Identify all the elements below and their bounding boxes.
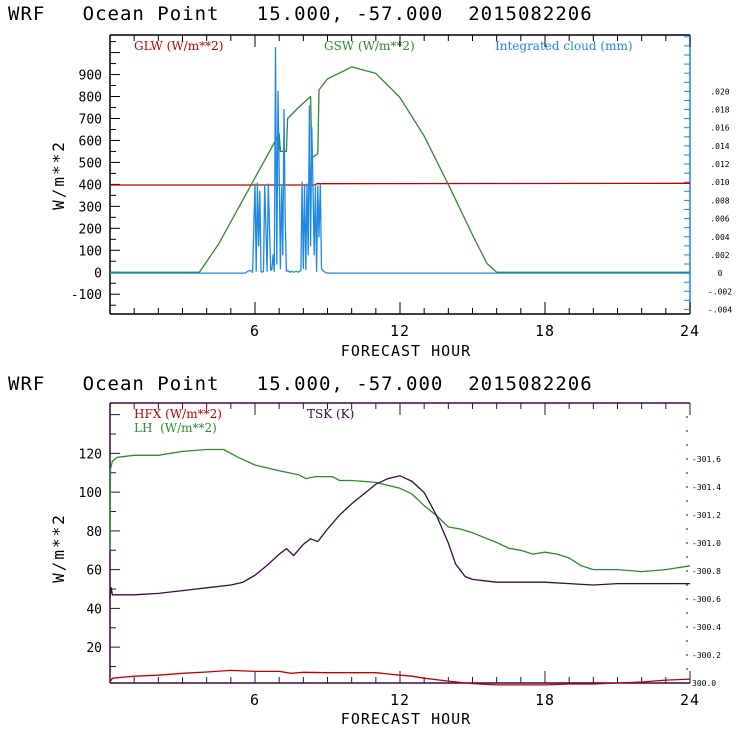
right-y-tick-label: -300.8 [692,567,721,576]
right-y-tick-label: .016 [710,124,729,133]
series-line-integrated [110,47,690,274]
right-y-tick-label: -300.4 [692,623,721,632]
y-tick-label: 100 [79,244,102,259]
panel-top: WRF Ocean Point 15.000, -57.000 20150822… [8,3,732,360]
y-tick-label: 700 [79,112,102,127]
right-y-tick-label: .010 [710,178,729,187]
y-tick-label: 900 [79,69,102,84]
y-axis-label-top: W/m**2 [49,140,68,210]
x-tick-label: 6 [250,691,260,709]
y-axis-label-bottom: W/m**2 [49,513,68,583]
x-tick-label: 6 [250,322,260,340]
y-tick-label: -100 [71,288,102,303]
y-tick-label: 300 [79,200,102,215]
series-line-tsk [109,475,690,600]
right-y-tick-label: -.002 [708,287,732,296]
chart-title-top: WRF Ocean Point 15.000, -57.000 20150822… [8,3,593,25]
axes-bottom: 6 12 18 24 20 40 60 80 100 120 300.0 -300.2 -300.4 -3… [79,402,721,709]
right-y-tick-label: -.004 [708,305,732,314]
x-tick-label: 18 [535,691,555,709]
right-y-tick-label: .020 [710,87,729,96]
y-tick-label: 0 [94,266,102,281]
x-tick-label: 12 [390,322,410,340]
series-line-gsw [110,66,690,273]
y-tick-label: 100 [79,486,102,501]
y-tick-label: 500 [79,156,102,171]
series-line-hfx [109,669,691,686]
legend-tsk: TSK (K) [307,407,354,421]
right-y-tick-label: -300.2 [692,651,721,660]
y-tick-label: 120 [79,447,102,462]
right-y-tick-label: .012 [710,160,729,169]
y-tick-label: 40 [86,602,102,617]
right-y-tick-label: .004 [710,233,729,242]
right-y-tick-label: -301.2 [692,511,721,520]
right-y-tick-label: .008 [710,196,729,205]
x-tick-label: 24 [680,322,700,340]
legend-lh: LH (W/m**2) [134,421,217,435]
right-y-tick-label: .014 [710,142,729,151]
legend-hfx: HFX (W/m**2) [134,407,222,421]
y-tick-label: 60 [86,564,102,579]
legend-integrated-cloud: Integrated cloud (mm) [495,39,633,53]
y-tick-label: 200 [79,222,102,237]
y-tick-label: 400 [79,178,102,193]
series-top [110,47,691,274]
x-axis-label-top: FORECAST HOUR [341,342,471,360]
right-y-tick-label: .006 [710,215,729,224]
legend-gsw: GSW (W/m**2) [324,39,415,53]
series-line-lh [109,448,691,573]
series-line-glw [110,182,691,186]
right-y-tick-label: .018 [710,106,729,115]
y-tick-label: 600 [79,134,102,149]
y-tick-label: 20 [86,641,102,656]
axes-top: 6 12 18 24 -100 0 100 200 300 400 500 600 700 800 900 -… [71,34,732,340]
right-y-tick-label: -301.4 [692,483,721,492]
right-y-tick-label: -301.6 [692,455,721,464]
right-y-tick-label: .002 [710,251,729,260]
right-y-tick-label: -301.0 [692,539,721,548]
right-y-tick-label: 300.0 [692,679,716,688]
right-y-tick-label: 0 [718,269,723,278]
panel-bottom: WRF Ocean Point 15.000, -57.000 20150822… [8,373,721,728]
chart-title-bottom: WRF Ocean Point 15.000, -57.000 20150822… [8,373,593,395]
y-tick-label: 80 [86,525,102,540]
x-tick-label: 18 [535,322,555,340]
legend-glw: GLW (W/m**2) [134,39,223,53]
y-tick-label: 800 [79,91,102,106]
right-y-tick-label: -300.6 [692,595,721,604]
x-axis-label-bottom: FORECAST HOUR [341,710,471,728]
series-bottom [109,448,691,686]
x-tick-label: 24 [680,691,700,709]
x-tick-label: 12 [390,691,410,709]
